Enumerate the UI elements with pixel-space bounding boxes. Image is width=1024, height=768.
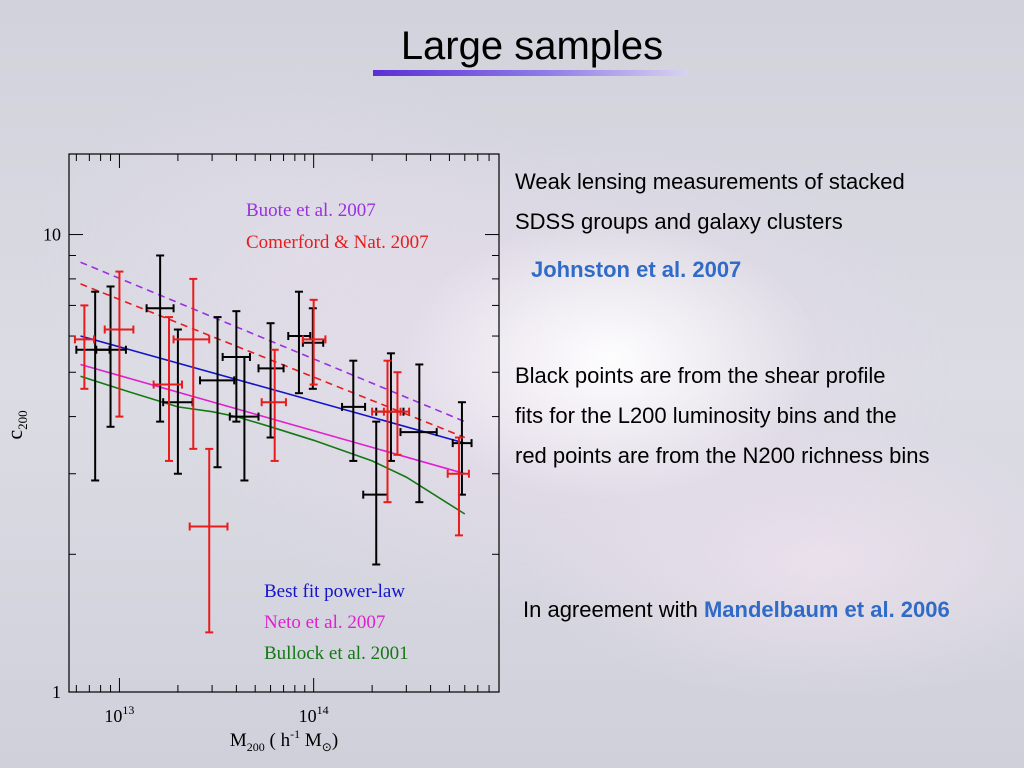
data-point-black [95, 285, 127, 428]
title-underline [373, 70, 688, 76]
y-tick-label: 10 [43, 225, 61, 245]
data-point-black [341, 359, 367, 462]
data-point-black [199, 316, 236, 469]
legend-entry-bottom: Bullock et al. 2001 [264, 643, 409, 664]
data-point-black [228, 355, 260, 482]
legend-entry-top: Buote et al. 2007 [246, 200, 376, 221]
data-point-black [221, 310, 251, 423]
series-line-bullock-et-al-2001 [80, 375, 466, 515]
reference-mandelbaum: Mandelbaum et al. 2006 [703, 597, 950, 622]
legend-entry-top: Comerford & Nat. 2007 [246, 232, 429, 253]
description-line-1: Weak lensing measurements of stacked [515, 169, 905, 194]
x-tick-label: 1014 [299, 703, 329, 726]
points-line-2: fits for the L200 luminosity bins and th… [515, 403, 897, 428]
data-point-black [399, 363, 438, 504]
data-point-red [382, 371, 411, 456]
series-line-comerford-nat-2007 [80, 283, 466, 439]
data-point-black [375, 352, 405, 462]
legend-entry-bottom: Neto et al. 2007 [264, 612, 385, 633]
x-tick-label: 1013 [104, 703, 134, 726]
data-point-red [188, 447, 229, 634]
y-axis-label: c200 [2, 410, 30, 439]
plot-layer: 1013 1014 1 10 M200 ( h-1 M⊙) c200 Buote et al… [2, 153, 500, 754]
legend-entry-bottom: Best fit power-law [264, 581, 405, 602]
series-line-buote-et-al-2007 [80, 261, 466, 423]
x-axis-label: M200 ( h-1 M⊙) [230, 727, 338, 754]
data-point-black [162, 328, 194, 475]
data-point-red [260, 348, 287, 462]
data-point-red [446, 436, 470, 537]
series-line-best-fit-power-law [80, 335, 466, 444]
series-line-neto-et-al-2007 [80, 363, 466, 475]
y-tick-label: 1 [52, 682, 61, 702]
data-point-black [257, 322, 285, 439]
slide-title: Large samples [400, 24, 664, 68]
description-weak-lensing: Weak lensing measurements of stacked SDS… [515, 162, 1024, 242]
data-point-red [73, 304, 96, 390]
data-point-red [103, 270, 135, 418]
reference-johnston: Johnston et al. 2007 [531, 257, 742, 282]
data-point-red [172, 277, 211, 450]
points-line-3: red points are from the N200 richness bi… [515, 443, 930, 468]
data-point-black [75, 290, 111, 482]
points-line-1: Black points are from the shear profile [515, 363, 886, 388]
data-point-black [362, 420, 389, 566]
data-point-black [145, 254, 175, 423]
agreement-prefix: In agreement with [523, 597, 704, 622]
agreement-text: In agreement with Mandelbaum et al. 2006 [523, 592, 1023, 628]
data-point-black [287, 290, 312, 395]
description-points: Black points are from the shear profile … [515, 356, 1024, 476]
data-point-black [451, 401, 473, 496]
data-point-red [152, 316, 184, 462]
description-line-2: SDSS groups and galaxy clusters [515, 209, 843, 234]
data-point-red [301, 298, 327, 386]
